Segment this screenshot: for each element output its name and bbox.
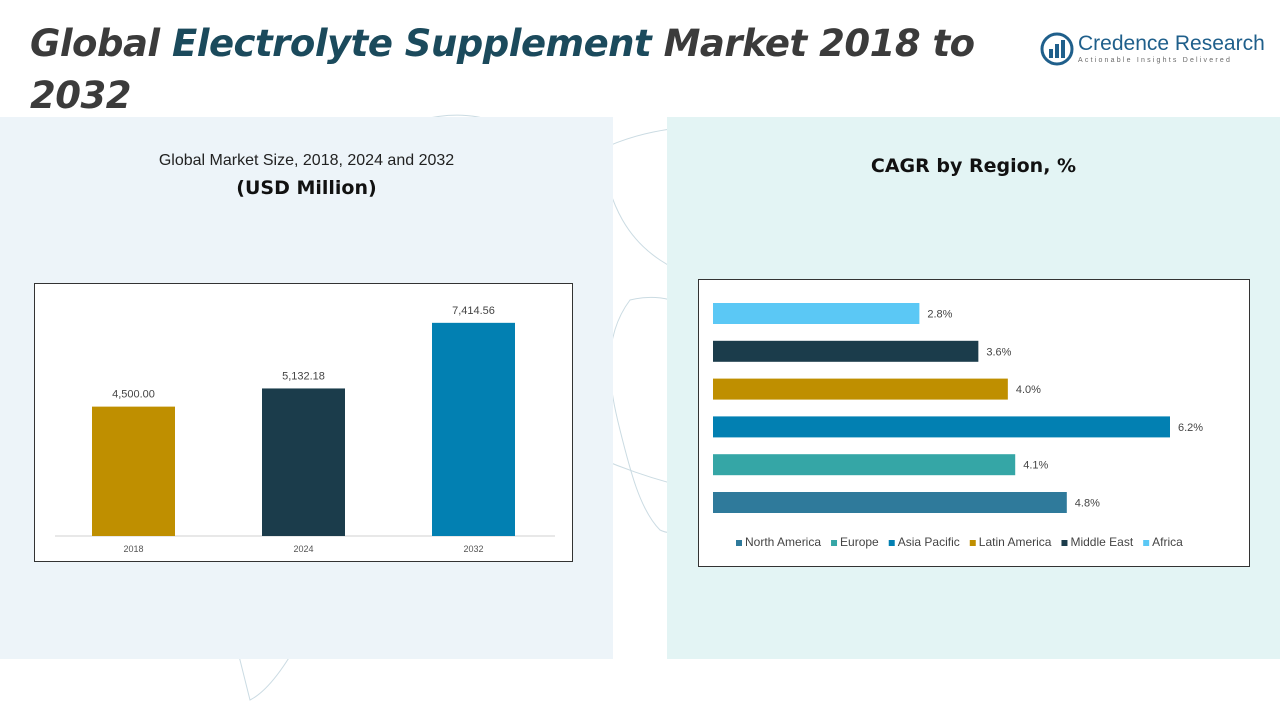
data-label-north-america: 4.8% xyxy=(1075,498,1100,510)
legend-label-middle-east: Middle East xyxy=(1070,535,1133,549)
legend-swatch-north-america xyxy=(736,540,742,546)
logo-tagline: Actionable Insights Delivered xyxy=(1078,57,1233,64)
bar-middle-east xyxy=(713,340,979,362)
logo-name: Credence Research xyxy=(1078,32,1265,55)
market-size-subtitle: Global Market Size, 2018, 2024 and 2032 xyxy=(158,152,455,169)
credence-research-logo: Credence Research Actionable Insights De… xyxy=(1040,30,1270,70)
bar-latin-america xyxy=(713,378,1008,400)
legend-label-north-america: North America xyxy=(745,535,821,549)
tick-label-2024: 2024 xyxy=(293,544,313,554)
cagr-chart: 2.8% 3.6% 4.0% 6.2% 4.1% 4.8% North America Eur… xyxy=(698,279,1250,567)
bar-asia-pacific xyxy=(713,416,1170,438)
market-size-unit: (USD Million) xyxy=(236,177,377,199)
legend-label-africa: Africa xyxy=(1152,535,1183,549)
cagr-title: CAGR by Region, % xyxy=(870,155,1077,177)
cagr-bar-chart: 2.8% 3.6% 4.0% 6.2% 4.1% 4.8% North America Eur… xyxy=(713,303,1203,549)
bar-2018 xyxy=(92,406,175,536)
data-label-2018: 4,500.00 xyxy=(112,389,155,401)
legend-swatch-middle-east xyxy=(1061,540,1068,546)
legend-label-europe: Europe xyxy=(840,535,879,549)
bar-2024 xyxy=(262,388,345,536)
bar-africa xyxy=(713,303,920,324)
market-size-bar-chart: 4,500.00 2018 5,132.18 2024 7,414.56 2032 xyxy=(55,305,555,554)
legend-swatch-asia-pacific xyxy=(888,540,895,546)
legend-label-asia-pacific: Asia Pacific xyxy=(898,535,960,549)
tick-label-2018: 2018 xyxy=(123,544,143,554)
data-label-latin-america: 4.0% xyxy=(1016,384,1041,396)
legend: North America Europe Asia Pacific Latin Ame… xyxy=(736,535,1183,549)
data-label-africa: 2.8% xyxy=(927,309,952,321)
data-label-europe: 4.1% xyxy=(1023,460,1048,472)
bar-2032 xyxy=(432,322,515,536)
legend-swatch-europe xyxy=(831,540,838,546)
data-label-2024: 5,132.18 xyxy=(282,370,325,382)
data-label-middle-east: 3.6% xyxy=(986,346,1011,358)
bar-chart-logo-icon xyxy=(1040,32,1074,66)
bar-europe xyxy=(713,454,1016,476)
legend-swatch-africa xyxy=(1143,540,1150,546)
page-title: Global Electrolyte Supplement Market 201… xyxy=(30,22,975,117)
legend-label-latin-america: Latin America xyxy=(979,535,1052,549)
legend-swatch-latin-america xyxy=(969,540,976,546)
bar-north-america xyxy=(713,492,1067,513)
tick-label-2032: 2032 xyxy=(463,544,483,554)
data-label-2032: 7,414.56 xyxy=(452,305,495,317)
market-size-chart: 4,500.00 2018 5,132.18 2024 7,414.56 2032 xyxy=(34,283,573,562)
data-label-asia-pacific: 6.2% xyxy=(1178,422,1203,434)
